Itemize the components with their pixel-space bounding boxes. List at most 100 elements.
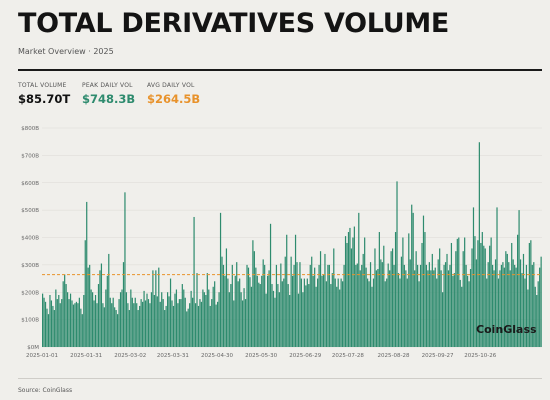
bar bbox=[389, 270, 391, 347]
bar bbox=[315, 286, 317, 347]
x-tick-label: 2025-09-27 bbox=[422, 353, 454, 359]
bar bbox=[377, 268, 379, 347]
bar bbox=[408, 233, 410, 347]
bar bbox=[528, 242, 530, 347]
bar bbox=[411, 204, 413, 347]
bar bbox=[52, 305, 54, 347]
bar bbox=[519, 259, 522, 347]
bar bbox=[46, 308, 48, 347]
bar bbox=[165, 305, 167, 347]
bar bbox=[221, 256, 223, 347]
bar bbox=[477, 240, 479, 347]
bar bbox=[136, 303, 138, 347]
bar bbox=[143, 290, 145, 347]
bar bbox=[274, 297, 276, 347]
bar bbox=[92, 292, 94, 347]
bar bbox=[337, 278, 339, 347]
bar bbox=[169, 278, 172, 347]
bar bbox=[480, 242, 482, 347]
bar bbox=[497, 278, 500, 347]
bar bbox=[464, 237, 466, 347]
bar bbox=[483, 245, 485, 347]
bar bbox=[517, 234, 519, 347]
bar bbox=[172, 305, 175, 347]
bar bbox=[417, 264, 419, 348]
bar bbox=[205, 294, 207, 347]
bar bbox=[533, 262, 535, 347]
bar bbox=[171, 300, 173, 347]
bar bbox=[459, 279, 461, 347]
bar bbox=[443, 264, 445, 348]
y-tick-label: $400B bbox=[21, 236, 39, 242]
bar bbox=[187, 308, 189, 347]
bar bbox=[252, 240, 254, 347]
bar bbox=[311, 256, 313, 347]
bar bbox=[271, 284, 273, 347]
bar bbox=[190, 290, 192, 347]
bar bbox=[458, 237, 460, 347]
bar bbox=[303, 278, 305, 347]
x-tick-label: 2025-05-30 bbox=[245, 353, 277, 359]
bar bbox=[130, 289, 132, 347]
x-tick-label: 2025-10-26 bbox=[464, 353, 496, 359]
bar bbox=[140, 299, 142, 347]
bar bbox=[384, 281, 386, 347]
bar bbox=[505, 251, 507, 347]
bar bbox=[292, 275, 294, 347]
bar bbox=[181, 284, 183, 347]
bar bbox=[522, 253, 525, 347]
bar bbox=[168, 296, 170, 347]
bar bbox=[421, 242, 423, 347]
bar bbox=[219, 212, 222, 347]
bar bbox=[199, 299, 201, 347]
bar bbox=[339, 289, 341, 347]
bar bbox=[58, 294, 60, 347]
bar bbox=[150, 292, 153, 347]
bar bbox=[314, 267, 316, 347]
bar bbox=[468, 281, 470, 347]
bar bbox=[269, 223, 272, 347]
bar bbox=[496, 207, 498, 347]
bar bbox=[508, 262, 510, 347]
stat-value: $748.3B bbox=[82, 92, 136, 106]
bar bbox=[461, 286, 463, 347]
bar bbox=[284, 256, 286, 347]
bar bbox=[152, 270, 154, 347]
bar bbox=[356, 263, 358, 347]
bar bbox=[258, 282, 260, 347]
bar bbox=[414, 270, 416, 347]
bar bbox=[146, 293, 148, 347]
bar bbox=[449, 264, 451, 348]
bar bbox=[493, 270, 495, 347]
bar bbox=[253, 251, 255, 347]
bar bbox=[380, 259, 382, 347]
bar bbox=[309, 264, 311, 348]
x-tick-label: 2025-01-01 bbox=[26, 353, 58, 359]
bar bbox=[49, 294, 51, 347]
bar bbox=[133, 303, 135, 347]
bar bbox=[233, 300, 235, 347]
bar bbox=[521, 273, 523, 347]
bar bbox=[318, 264, 320, 348]
bar bbox=[184, 297, 186, 347]
bar bbox=[174, 293, 176, 347]
bar bbox=[74, 303, 76, 347]
bar bbox=[294, 234, 297, 347]
bar bbox=[234, 275, 236, 347]
footer-divider bbox=[18, 378, 542, 379]
bar bbox=[409, 259, 411, 347]
stat-label: TOTAL VOLUME bbox=[18, 82, 67, 89]
bar bbox=[244, 299, 247, 347]
bar bbox=[300, 278, 303, 347]
bar bbox=[362, 253, 364, 347]
bar bbox=[259, 284, 261, 347]
bar bbox=[392, 248, 394, 347]
bar bbox=[539, 267, 541, 347]
bar bbox=[328, 264, 330, 348]
bar bbox=[425, 264, 428, 348]
bar bbox=[439, 248, 441, 347]
bar bbox=[525, 264, 528, 348]
bar bbox=[478, 142, 480, 347]
